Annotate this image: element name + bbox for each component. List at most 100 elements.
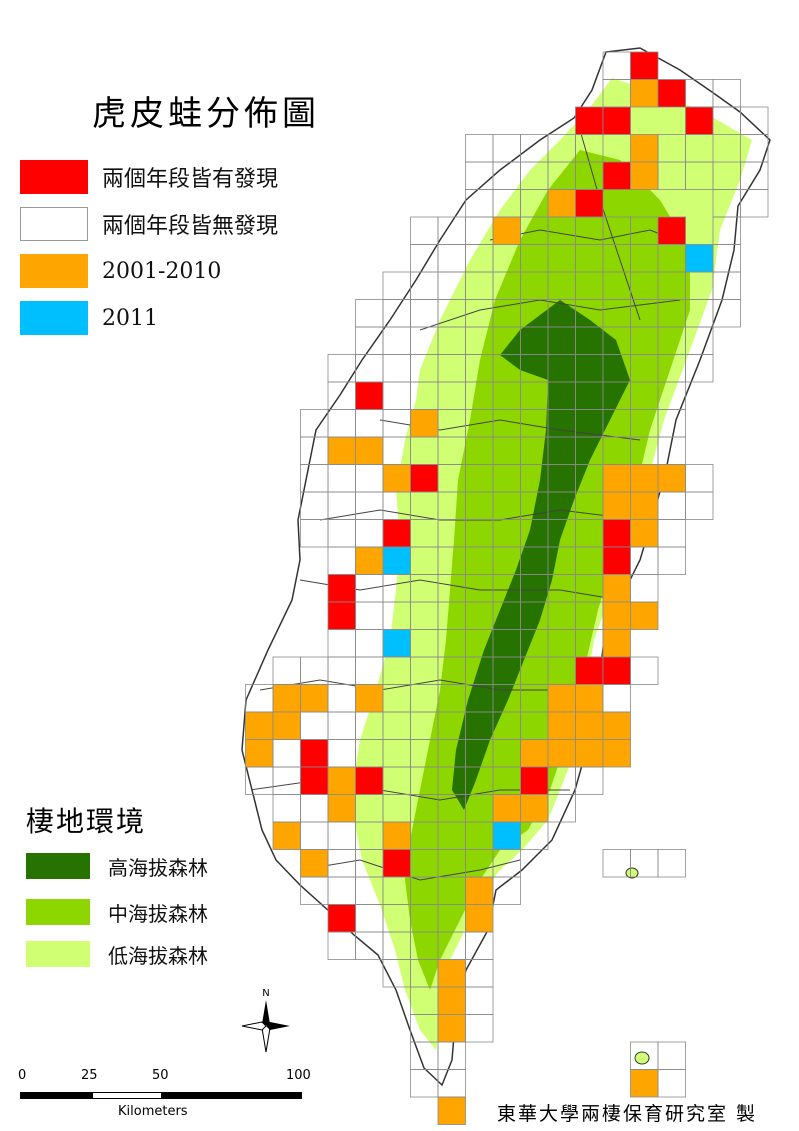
grid-cell-empty <box>630 574 659 603</box>
grid-cell-observed <box>327 574 356 603</box>
grid-cell-observed <box>410 409 439 438</box>
grid-cell-empty <box>520 711 549 740</box>
grid-cell-observed <box>300 849 329 878</box>
grid-cell-observed <box>630 519 659 548</box>
habitat-item-low-altitude: 低海拔森林 <box>26 939 208 969</box>
grid-cell-observed <box>245 711 274 740</box>
habitat-swatch-dark-green <box>26 853 90 879</box>
grid-cell-empty <box>465 986 494 1015</box>
grid-cell-empty <box>245 684 274 713</box>
grid-cell-observed <box>630 491 659 520</box>
grid-cell-observed <box>630 134 659 163</box>
grid-cell-empty <box>575 161 604 190</box>
scale-bar: 0 25 50 100 Kilometers <box>18 1068 311 1119</box>
legend-label: 2011 <box>102 305 158 331</box>
grid-cell-observed <box>300 739 329 768</box>
scale-segment <box>92 1092 162 1099</box>
grid-cell-observed <box>410 464 439 493</box>
grid-cell-observed <box>492 216 521 245</box>
grid-cell-observed <box>602 519 631 548</box>
grid-cell-observed <box>657 79 686 108</box>
grid-cell-observed <box>437 1014 466 1043</box>
grid-cell-observed <box>602 546 631 575</box>
grid-cell-observed <box>382 464 411 493</box>
grid-cell-empty <box>740 189 769 218</box>
grid-cell-observed <box>272 711 301 740</box>
grid-cell-observed <box>657 464 686 493</box>
habitat-item-mid-altitude: 中海拔森林 <box>26 897 208 927</box>
grid-cell-observed <box>547 684 576 713</box>
habitat-swatch-green <box>26 899 90 925</box>
habitat-label: 中海拔森林 <box>108 901 208 926</box>
grid-cell-observed <box>575 106 604 135</box>
grid-cell-observed <box>465 876 494 905</box>
legend-swatch-red <box>20 160 88 194</box>
grid-cell-empty <box>657 546 686 575</box>
scale-tick-50: 50 <box>152 1068 169 1083</box>
grid-cell-observed <box>355 766 384 795</box>
grid-cell-observed <box>657 216 686 245</box>
grid-cell-empty <box>657 1041 686 1070</box>
grid-cell-observed <box>602 629 631 658</box>
scale-segment <box>162 1092 302 1099</box>
grid-cell-observed <box>547 711 576 740</box>
scale-tick-100: 100 <box>286 1068 311 1083</box>
legend-swatch-blue <box>20 301 88 335</box>
grid-cell-empty <box>547 794 576 823</box>
grid-cell-observed <box>630 79 659 108</box>
grid-cell-empty <box>657 491 686 520</box>
grid-cell-observed <box>602 464 631 493</box>
scale-tick-0: 0 <box>18 1068 27 1083</box>
grid-cell-observed <box>437 1096 466 1125</box>
legend-item-both-periods-found: 兩個年段皆有發現 <box>20 157 278 197</box>
grid-cell-observed <box>602 711 631 740</box>
high-altitude-forest-zone <box>452 300 630 810</box>
grid-cell-observed <box>245 739 274 768</box>
grid-cell-observed <box>630 464 659 493</box>
grid-cell-empty <box>575 766 604 795</box>
grid-cell-empty <box>712 299 741 328</box>
grid-cell-observed <box>355 546 384 575</box>
grid-cell-observed <box>602 106 631 135</box>
credit-text: 東華大學兩棲保育研究室 製 <box>497 1103 758 1125</box>
grid-cell-empty <box>657 849 686 878</box>
legend-swatch-orange <box>20 254 88 288</box>
grid-cell-observed <box>630 601 659 630</box>
grid-cell-observed <box>630 1069 659 1098</box>
grid-cell-empty <box>437 1069 466 1098</box>
grid-cell-empty <box>602 684 631 713</box>
grid-cell-observed <box>327 794 356 823</box>
grid-cell-observed <box>300 684 329 713</box>
grid-cell-empty <box>465 134 494 163</box>
grid-cell-empty <box>657 161 686 190</box>
grid-cell-observed <box>547 189 576 218</box>
grid-cell-observed <box>300 766 329 795</box>
grid-cell-observed <box>575 656 604 685</box>
grid-cell-empty <box>685 491 714 520</box>
grid-cell-empty <box>327 546 356 575</box>
grid-cell-empty <box>355 299 384 328</box>
grid-cell-empty <box>355 519 384 548</box>
grid-cell-observed <box>520 739 549 768</box>
scale-segment <box>20 1092 92 1099</box>
scale-tick-25: 25 <box>81 1068 98 1083</box>
county-boundaries <box>249 129 701 881</box>
grid-cell-observed <box>382 629 411 658</box>
grid-cell-observed <box>575 739 604 768</box>
map-title: 虎皮蛙分佈圖 <box>92 94 320 134</box>
grid-cell-observed <box>575 684 604 713</box>
habitat-label: 低海拔森林 <box>108 943 208 968</box>
grid-cell-observed <box>602 739 631 768</box>
grid-cell-observed <box>520 794 549 823</box>
legend-swatch-white <box>20 207 88 241</box>
survey-grid <box>245 51 769 1125</box>
grid-cell-empty <box>410 216 439 245</box>
grid-cell-observed <box>602 574 631 603</box>
habitat-legend-title: 棲地環境 <box>26 805 147 838</box>
grid-cell-observed <box>630 51 659 80</box>
grid-cell-observed <box>602 656 631 685</box>
grid-cell-observed <box>327 601 356 630</box>
grid-cell-observed <box>272 821 301 850</box>
grid-cell-observed <box>602 491 631 520</box>
